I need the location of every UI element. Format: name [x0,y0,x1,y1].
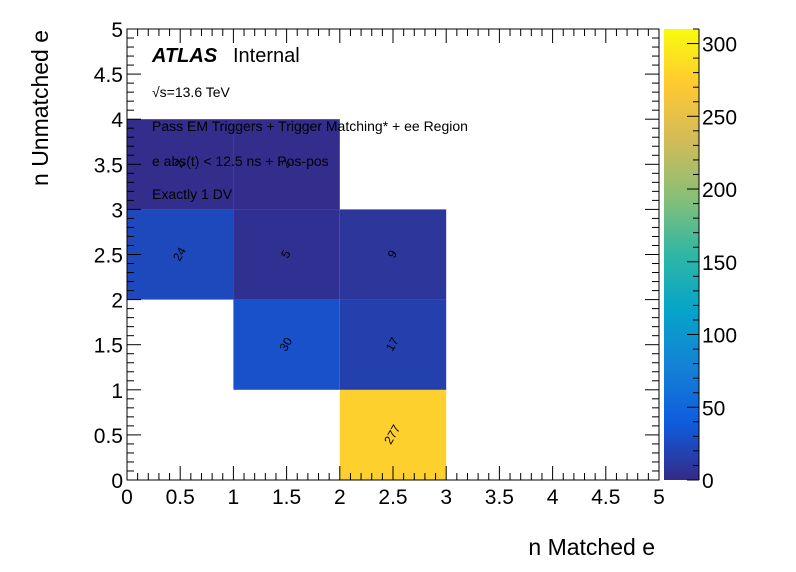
x-tick-label: 0.5 [166,486,195,509]
cell-value-label: 24 [170,245,189,264]
colorbar-tick-label: 150 [702,252,737,275]
colorbar-tick-label: 0 [702,470,714,493]
x-tick-label: 3.5 [485,486,514,509]
colorbar: 0 50 100 150 200 250 300 [664,28,737,493]
y-tick-label: 2.5 [94,245,123,268]
colorbar-scale [664,29,699,480]
selection-label: Pass EM Triggers + Trigger Matching* + e… [152,118,468,134]
heatmap-cell [233,299,340,390]
x-tick-label: 1.5 [272,486,301,509]
y-tick-label: 4.5 [94,64,123,87]
x-axis-title: n Matched e [528,534,655,560]
x-tick-label: 4 [547,486,559,509]
dv-label: Exactly 1 DV [152,186,233,202]
colorbar-tick-label: 200 [702,179,737,202]
x-tick-label: 2.5 [378,486,407,509]
y-tick-label: 0.5 [94,425,123,448]
y-tick-label: 4 [111,109,123,132]
energy-label: √s=13.6 TeV [152,84,231,100]
cells-layer [127,119,447,480]
y-tick-label: 5 [111,19,123,42]
atlas-label: ATLAS [151,45,218,67]
x-tick-label: 4.5 [591,486,620,509]
timing-label: e abs(t) < 12.5 ns + Pos-pos [152,153,329,169]
heatmap-cell [233,209,340,300]
axes-layer: 0 0.5 1 1.5 2 2.5 3 3.5 4 4.5 5 0 0.5 1 1.5 2 2.5 3 3.5 4 4.… [94,19,665,509]
cell-value-label: 17 [383,335,402,354]
x-tick-label: 3 [440,486,452,509]
internal-label: Internal [233,45,300,67]
y-tick-label: 3.5 [94,154,123,177]
x-tick-label: 0 [121,486,133,509]
heatmap-cell [233,119,340,210]
colorbar-tick-label: 100 [702,325,737,348]
heatmap-cell [339,209,447,300]
colorbar-tick-label: 300 [702,34,737,57]
colorbar-tick-label: 50 [702,397,725,420]
heatmap-cell [339,299,447,390]
cell-value-label: 30 [276,335,295,354]
x-tick-label: 5 [653,486,665,509]
heatmap-cell [339,389,447,480]
colorbar-tick-label: 250 [702,106,737,129]
y-tick-label: 2 [111,290,123,313]
y-tick-label: 1.5 [94,335,123,358]
y-tick-label: 1 [111,380,123,403]
heatmap-cell [127,209,234,300]
x-tick-label: 1 [228,486,240,509]
x-tick-label: 2 [334,486,346,509]
y-tick-label: 3 [111,199,123,222]
y-tick-label: 0 [111,470,123,493]
y-axis-title: n Unmatched e [27,30,53,186]
heatmap-cell [127,119,234,210]
